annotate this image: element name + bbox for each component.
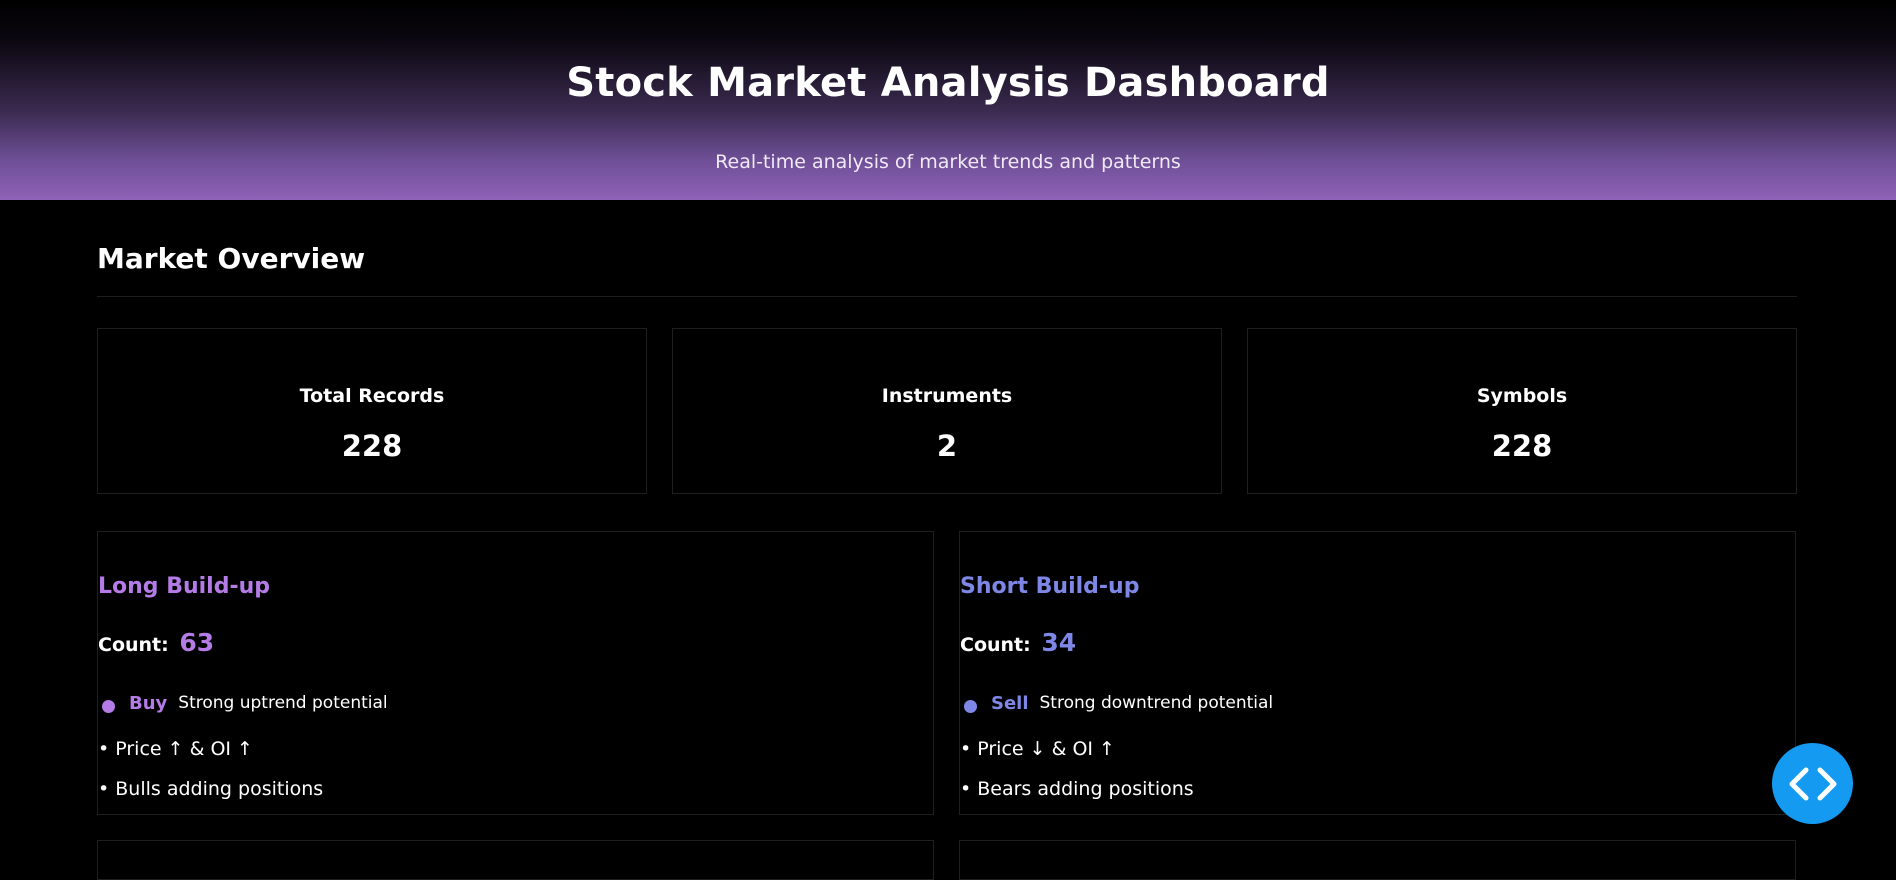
bullet-dot-icon (102, 699, 115, 713)
stat-value: 228 (341, 429, 403, 463)
signal-description: Strong downtrend potential (1039, 693, 1274, 713)
signal-action-row: Buy Strong uptrend potential (98, 688, 388, 718)
signal-count-value: 63 (179, 628, 215, 657)
stat-value: 2 (936, 429, 958, 463)
page-subtitle: Real-time analysis of market trends and … (715, 151, 1181, 173)
signal-count: Count: 34 (960, 628, 1076, 657)
stat-value: 228 (1491, 429, 1553, 463)
signal-action-row: Sell Strong downtrend potential (960, 688, 1273, 718)
stat-label: Instruments (881, 385, 1013, 407)
bullet-dot-icon (964, 699, 977, 713)
signal-description: Strong uptrend potential (178, 693, 388, 713)
signal-title: Long Build-up (98, 574, 271, 599)
signal-action-label: Buy (129, 692, 168, 714)
signal-card-next-right (959, 840, 1796, 880)
dashboard-header: Stock Market Analysis Dashboard Real-tim… (0, 0, 1896, 200)
page-title: Stock Market Analysis Dashboard (566, 60, 1330, 106)
stat-card-symbols: Symbols 228 (1247, 328, 1797, 494)
stat-card-instruments: Instruments 2 (672, 328, 1222, 494)
signal-bullet-item: • Bulls adding positions (98, 778, 324, 800)
signal-title: Short Build-up (960, 574, 1140, 599)
signal-card-short-buildup: Short Build-up Count: 34 Sell Strong dow… (959, 531, 1796, 815)
stat-label: Symbols (1476, 385, 1568, 407)
signal-bullet-item: • Price ↑ & OI ↑ (98, 738, 253, 760)
signal-count-label: Count: (98, 634, 169, 656)
code-icon (1789, 767, 1836, 800)
signal-card-long-buildup: Long Build-up Count: 63 Buy Strong uptre… (97, 531, 934, 815)
section-divider (97, 296, 1797, 297)
signal-count: Count: 63 (98, 628, 214, 657)
signal-action-label: Sell (991, 692, 1029, 714)
signal-card-next-left (97, 840, 934, 880)
stat-card-total-records: Total Records 228 (97, 328, 647, 494)
signal-count-label: Count: (960, 634, 1031, 656)
stat-label: Total Records (299, 385, 445, 407)
signal-count-value: 34 (1041, 628, 1077, 657)
signal-bullet-item: • Bears adding positions (960, 778, 1194, 800)
section-title-market-overview: Market Overview (97, 242, 366, 275)
code-view-button[interactable] (1772, 743, 1853, 824)
signal-bullet-item: • Price ↓ & OI ↑ (960, 738, 1115, 760)
